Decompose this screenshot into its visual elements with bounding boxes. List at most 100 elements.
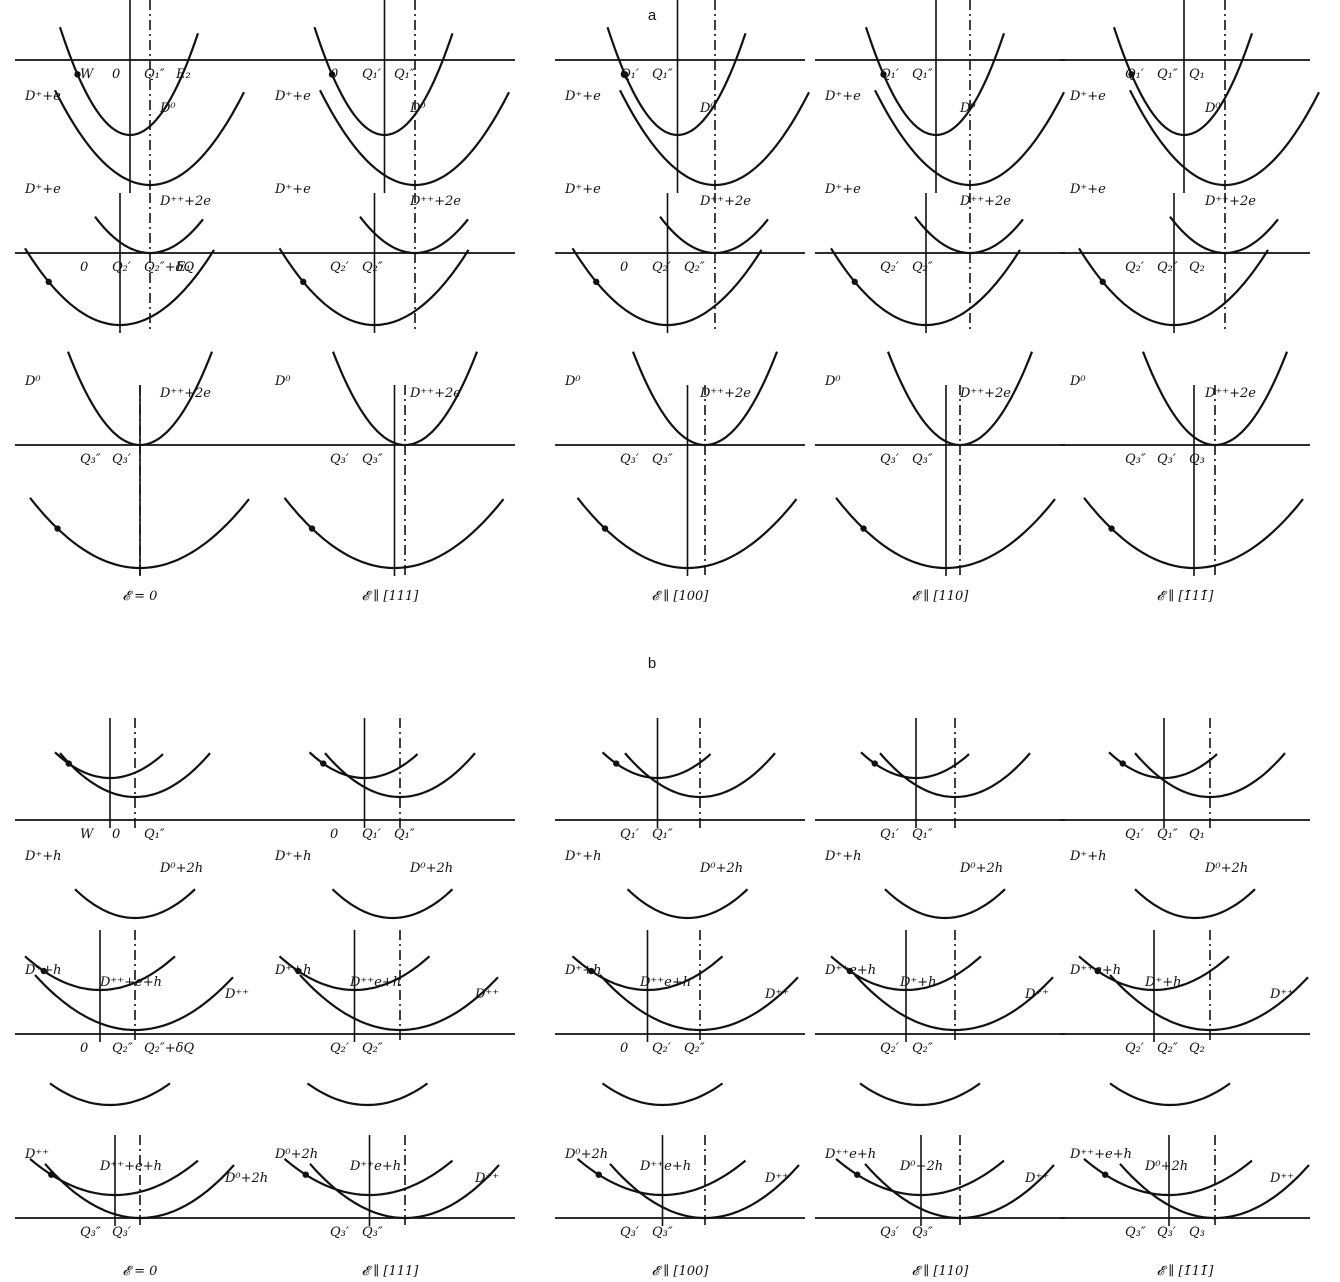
axis-label: Q₃″ <box>652 1225 673 1240</box>
energy-curve <box>1134 888 1256 920</box>
row-2: D⁺+h D⁺⁺e+h D⁺⁺ 0 Q₂′ Q₂″ <box>555 888 805 1056</box>
energy-curve <box>299 974 499 1032</box>
row-1: D⁺+e D⁰ Q₁′ Q₁″ Q₁ <box>1060 0 1320 193</box>
axis-label: Q₃′ <box>330 452 349 467</box>
axis-label: Q₃ <box>1189 1225 1205 1240</box>
axis-label: Q₁″ <box>652 827 673 842</box>
curve-label: D⁺+h <box>564 849 602 864</box>
curve-label: D⁰ <box>409 101 426 116</box>
energy-curve <box>313 26 454 137</box>
axis-label: Q₂′ <box>112 260 131 275</box>
crossing-point <box>601 525 609 532</box>
energy-curve <box>606 26 747 137</box>
axis-label: Q₂″ <box>912 1041 933 1056</box>
curve-label: D⁺⁺e+h <box>639 1159 691 1174</box>
energy-curve <box>58 26 200 137</box>
row-3: D⁰ D⁺⁺+2e Q₃″ Q₃′ Q₃ <box>1060 351 1310 576</box>
energy-curve <box>1134 752 1286 799</box>
curve-label: D⁺+e <box>274 89 311 104</box>
row-1: D⁺+e D⁰ W 0 Q₁″ E₂ <box>15 0 265 193</box>
axis-label: Q₃″ <box>912 1225 933 1240</box>
crossing-point <box>1119 760 1126 767</box>
field-direction-label: 𝓔 ∥ [100] <box>652 1264 710 1279</box>
curve-label: D⁺⁺e+h <box>349 975 401 990</box>
axis-label: 0 <box>330 827 338 842</box>
energy-curve <box>34 974 234 1032</box>
curve-label: D⁺⁺e+h <box>824 963 876 978</box>
energy-curve <box>864 26 1006 137</box>
crossing-point <box>871 760 878 767</box>
axis-label: Q₂′ <box>880 1041 899 1056</box>
crossing-point <box>328 71 336 78</box>
crossing-point <box>45 278 52 286</box>
curve-label: D⁺⁺+2e <box>1204 194 1256 209</box>
row-1: D⁺+h D⁰+2h W 0 Q₁″ <box>15 718 265 876</box>
row-1: D⁺+e D⁰ Q₁′ Q₁″ <box>815 0 1065 193</box>
field-direction-label: 𝓔 ∥ [110] <box>912 589 970 604</box>
panel-b-2: D⁺+h D⁰+2h 0 Q₁′ Q₁″ D⁺+h D⁺⁺e+h D⁺⁺ Q₂′ Q₂″ D⁰+2h… <box>265 718 515 1279</box>
axis-label: 0 <box>330 67 338 82</box>
axis-label: Q₂″ <box>684 1041 705 1056</box>
curve-label: D⁺⁺+e+h <box>99 1159 162 1174</box>
axis-label: Q₃″ <box>912 452 933 467</box>
axis-label: Q₃′ <box>880 452 899 467</box>
curve-label: D⁰+2h <box>409 861 453 876</box>
curve-label: D⁺+h <box>564 963 602 978</box>
axis-label: Q₃″ <box>1125 452 1146 467</box>
curve-label: D⁰ <box>1069 374 1086 389</box>
axis-label: Q₂″ <box>684 260 705 275</box>
axis-label: Q₃″ <box>1125 1225 1146 1240</box>
curve-label: D⁺⁺+2e <box>159 386 211 401</box>
axis-label: Q₃′ <box>112 1225 131 1240</box>
axis-label: 0 <box>80 260 88 275</box>
curve-label: D⁰+2h <box>1204 861 1248 876</box>
row-3: D⁺⁺ D⁺⁺+e+h D⁰+2h Q₃″ Q₃′ <box>15 1082 268 1240</box>
curve-label: D⁺⁺+2e <box>699 386 751 401</box>
section-label-a: a <box>648 7 657 24</box>
row-1: D⁺+e D⁰ 0 Q₁′ Q₁″ <box>265 0 515 193</box>
curve-label: D⁺⁺ <box>1269 1171 1294 1186</box>
axis-label: Q₃′ <box>330 1225 349 1240</box>
axis-label: Q₁″ <box>394 67 415 82</box>
crossing-point <box>295 967 302 975</box>
row-1: D⁺+h D⁰+2h Q₁′ Q₁″ <box>815 718 1065 876</box>
axis-label: Q₂′ <box>652 1041 671 1056</box>
curve-label: D⁺⁺ <box>1024 987 1049 1002</box>
field-direction-label: 𝓔 = 0 <box>123 1264 158 1279</box>
energy-curve <box>626 888 749 920</box>
curve-label: D⁺+e <box>564 182 601 197</box>
row-1: D⁺+h D⁰+2h 0 Q₁′ Q₁″ <box>265 718 515 876</box>
curve-label: D⁰ <box>959 101 976 116</box>
field-direction-label: 𝓔 ∥ [111] <box>362 1264 420 1279</box>
row-2: D⁺+e D⁺⁺+2e Q₂′ Q₂″ <box>815 182 1065 333</box>
axis-label: Q₁′ <box>1125 67 1144 82</box>
curve-label: D⁺⁺ <box>764 987 789 1002</box>
panel-a-5: D⁺+e D⁰ Q₁′ Q₁″ Q₁ D⁺+e D⁺⁺+2e Q₂′ Q₂″ Q₂ D⁰ D⁺⁺+2e… <box>1060 0 1320 604</box>
curve-label: D⁺⁺ <box>224 987 249 1002</box>
axis-label: Q₂′ <box>880 260 899 275</box>
axis-label: Q₂″+δQ <box>144 260 194 275</box>
curve-label: D⁺⁺+2e <box>959 194 1011 209</box>
curve-label: D⁺⁺+2e <box>1204 386 1256 401</box>
crossing-point <box>1094 967 1101 975</box>
row-3: D⁰ D⁺⁺+2e Q₃′ Q₃″ <box>815 351 1065 576</box>
row-1: D⁺+e D⁰ Q₁′ Q₁″ <box>555 0 810 193</box>
axis-label: Q₁′ <box>362 67 381 82</box>
curve-label: D⁺+h <box>274 849 312 864</box>
crossing-point <box>860 525 867 532</box>
axis-label: Q₁′ <box>620 827 639 842</box>
curve-label: D⁺⁺+e+h <box>1069 1147 1132 1162</box>
axis-label: Q₃′ <box>1157 1225 1176 1240</box>
curve-label: D⁺⁺ <box>1024 1171 1049 1186</box>
curve-label: D⁺+e <box>24 89 61 104</box>
energy-curve <box>359 216 469 255</box>
energy-curve <box>1108 751 1218 780</box>
axis-label: Q₂″ <box>1157 260 1178 275</box>
axis-label: Q₂″+δQ <box>144 1041 194 1056</box>
row-2: D⁺+e D⁺⁺+2e Q₂′ Q₂″ <box>265 182 515 333</box>
crossing-point <box>1102 1171 1109 1178</box>
